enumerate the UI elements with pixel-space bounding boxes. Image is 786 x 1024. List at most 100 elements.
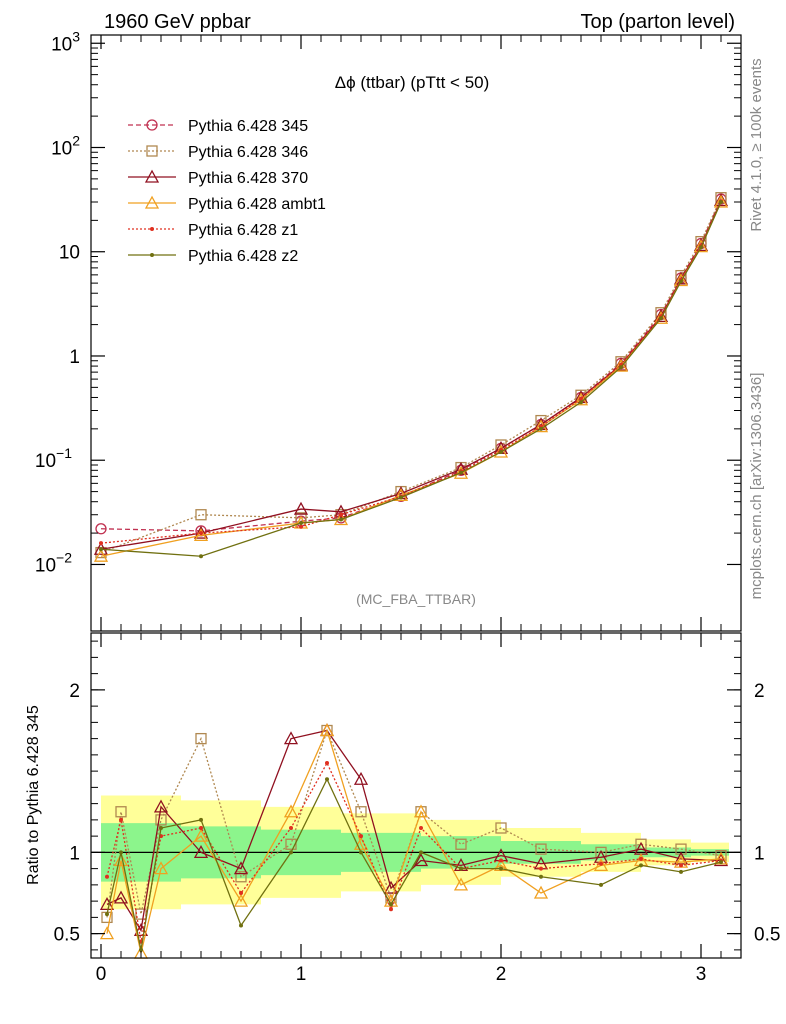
ratio-series-line-4 bbox=[106, 777, 722, 951]
upper-point-5-0 bbox=[99, 547, 103, 552]
ratio-point-1-0 bbox=[99, 897, 115, 911]
ratio-point-3-6 bbox=[289, 826, 293, 830]
ratio-point-4-17 bbox=[719, 860, 723, 865]
ratio-point-2-6 bbox=[283, 804, 299, 818]
legend-marker-1 bbox=[146, 145, 158, 157]
ratio-point-1-10 bbox=[413, 853, 429, 867]
upper-point-4-1 bbox=[199, 531, 203, 536]
upper-ytick-label-0: 103 bbox=[51, 28, 80, 55]
xtick-label-2: 2 bbox=[496, 964, 507, 985]
ratio-point-4-4 bbox=[199, 817, 203, 822]
legend-marker-5 bbox=[150, 253, 154, 257]
xtick-label-3: 3 bbox=[696, 964, 707, 985]
upper-series-line-4 bbox=[100, 200, 722, 544]
ratio-point-2-10 bbox=[413, 804, 429, 818]
ratio-point-1-6 bbox=[283, 731, 299, 745]
ratio-point-3-15 bbox=[639, 856, 643, 861]
upper-point-2-2 bbox=[293, 501, 309, 515]
upper-point-2-1 bbox=[193, 525, 209, 539]
ratio-series-line-2 bbox=[106, 728, 722, 954]
ratio-series-line-1 bbox=[106, 729, 722, 933]
upper-ytick-label-4: 10−1 bbox=[35, 445, 72, 472]
ratio-point-4-2 bbox=[139, 947, 143, 952]
ratio-point-3-12 bbox=[499, 858, 503, 863]
upper-point-5-3 bbox=[339, 517, 343, 522]
ratio-point-2-11 bbox=[453, 877, 469, 891]
upper-point-5-12 bbox=[699, 245, 703, 250]
ratio-point-4-3 bbox=[159, 826, 163, 830]
ratio-point-3-5 bbox=[239, 891, 243, 895]
xtick-label-1: 1 bbox=[296, 964, 307, 985]
upper-point-2-13 bbox=[713, 193, 729, 207]
ratio-point-4-0 bbox=[105, 912, 109, 917]
upper-point-4-8 bbox=[579, 396, 583, 401]
ratio-point-1-3 bbox=[153, 799, 169, 813]
ratio-point-2-1 bbox=[113, 853, 129, 867]
upper-point-2-0 bbox=[93, 541, 109, 555]
upper-point-3-10 bbox=[653, 310, 669, 324]
ratio-point-4-13 bbox=[539, 874, 543, 879]
legend-label-4: Pythia 6.428 z1 bbox=[188, 222, 298, 239]
lower-frame bbox=[90, 632, 742, 959]
upper-point-0-0 bbox=[95, 523, 107, 535]
xtick-label-0: 0 bbox=[96, 964, 107, 985]
ratio-point-2-14 bbox=[593, 858, 609, 872]
ratio-point-0-2 bbox=[135, 908, 147, 920]
upper-frame bbox=[90, 34, 742, 632]
ratio-point-4-9 bbox=[389, 902, 393, 907]
ratio-point-2-4 bbox=[193, 828, 209, 842]
ratio-point-4-10 bbox=[419, 850, 423, 855]
ratio-point-4-1 bbox=[119, 850, 123, 855]
header-right: Top (parton level) bbox=[580, 11, 735, 33]
ratio-point-3-8 bbox=[359, 834, 363, 839]
ratio-point-0-6 bbox=[285, 838, 297, 850]
legend-marker-2 bbox=[144, 169, 160, 183]
ratio-point-0-4 bbox=[195, 732, 207, 745]
upper-point-3-5 bbox=[453, 465, 469, 479]
upper-point-5-5 bbox=[459, 470, 463, 475]
ratio-ytick-label-right-1: 1 bbox=[754, 843, 765, 864]
upper-point-4-3 bbox=[339, 512, 343, 517]
ratio-point-4-12 bbox=[499, 866, 503, 871]
legend-marker-0 bbox=[146, 119, 158, 131]
upper-point-2-10 bbox=[653, 308, 669, 322]
ratio-ytick-label-2: 2 bbox=[69, 681, 80, 702]
upper-point-4-2 bbox=[299, 524, 303, 529]
upper-ytick-label-5: 10−2 bbox=[35, 549, 72, 576]
ratio-point-3-7 bbox=[325, 761, 329, 765]
ratio-point-0-3 bbox=[155, 814, 167, 826]
upper-point-5-7 bbox=[539, 426, 543, 431]
ratio-point-0-1 bbox=[115, 806, 127, 818]
upper-point-2-11 bbox=[673, 271, 689, 285]
ratio-point-3-4 bbox=[199, 826, 203, 830]
upper-point-5-4 bbox=[399, 495, 403, 500]
header-left: 1960 GeV ppbar bbox=[104, 11, 251, 33]
analysis-label: (MC_FBA_TTBAR) bbox=[356, 591, 476, 607]
ratio-point-4-8 bbox=[359, 850, 363, 855]
ratio-point-2-8 bbox=[353, 836, 369, 850]
ratio-ytick-label-right-0: 0.5 bbox=[754, 925, 780, 946]
upper-point-5-1 bbox=[199, 554, 203, 559]
legend-marker-3 bbox=[144, 195, 160, 209]
legend-label-5: Pythia 6.428 z2 bbox=[188, 248, 298, 265]
ratio-point-1-5 bbox=[233, 861, 249, 875]
legend: Pythia 6.428 345 Pythia 6.428 346 Pythia 6… bbox=[128, 118, 326, 265]
ratio-point-2-3 bbox=[153, 861, 169, 875]
ratio-point-0-8 bbox=[355, 806, 367, 818]
legend-label-3: Pythia 6.428 ambt1 bbox=[188, 196, 326, 213]
upper-ytick-label-1: 102 bbox=[51, 132, 80, 159]
upper-series-line-5 bbox=[100, 201, 722, 557]
upper-point-3-0 bbox=[93, 548, 109, 562]
upper-point-5-13 bbox=[719, 200, 723, 205]
ratio-point-3-1 bbox=[119, 817, 123, 822]
upper-point-5-11 bbox=[679, 279, 683, 284]
legend-marker-4 bbox=[150, 227, 154, 231]
ratio-point-1-17 bbox=[713, 853, 729, 867]
ratio-series-line-0 bbox=[106, 728, 722, 918]
ratio-ytick-label-right-2: 2 bbox=[754, 681, 765, 702]
ratio-point-3-13 bbox=[539, 866, 543, 871]
ratio-point-1-1 bbox=[113, 890, 129, 904]
ratio-point-1-8 bbox=[353, 771, 369, 785]
